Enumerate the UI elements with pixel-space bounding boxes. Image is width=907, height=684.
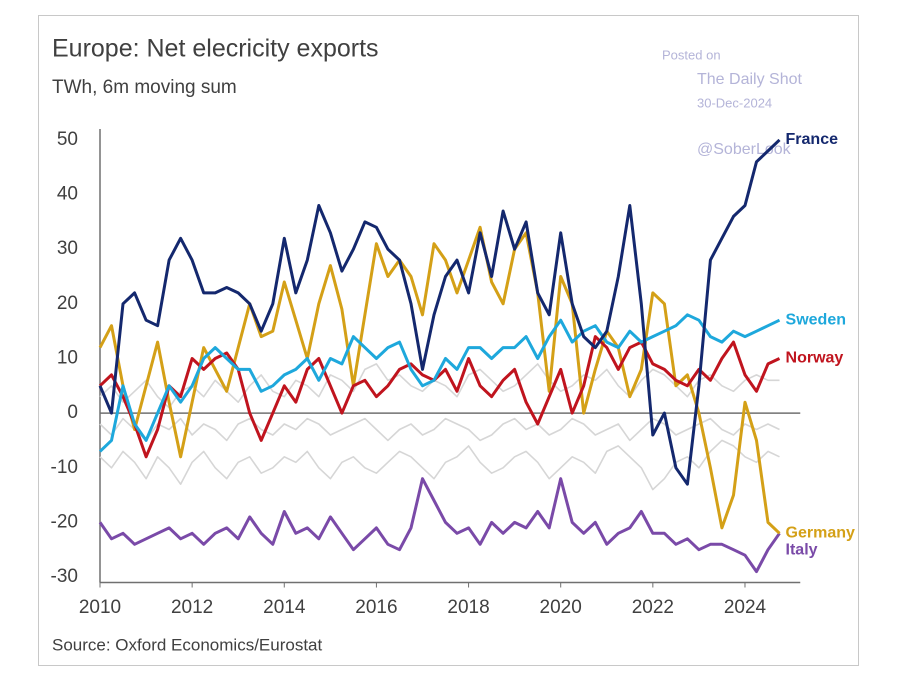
x-tick-label: 2012 xyxy=(171,597,213,618)
series-line xyxy=(98,138,781,486)
series-line xyxy=(98,335,781,459)
y-tick-label: 40 xyxy=(57,184,78,205)
watermark: Posted on xyxy=(662,47,721,62)
y-tick-label: 50 xyxy=(57,129,78,150)
watermark: @SoberLook xyxy=(697,141,792,158)
legend-label: Norway xyxy=(786,350,844,367)
watermark: The Daily Shot xyxy=(697,71,802,88)
x-tick-label: 2018 xyxy=(447,597,489,618)
legend-label: France xyxy=(786,131,839,148)
legend-label: Sweden xyxy=(786,311,846,328)
legend-label: Germany xyxy=(786,525,855,542)
y-tick-label: -20 xyxy=(51,511,78,532)
x-tick-label: 2014 xyxy=(263,597,306,618)
y-tick-label: 0 xyxy=(67,402,78,423)
watermark: 30-Dec-2024 xyxy=(697,95,772,110)
x-tick-label: 2016 xyxy=(355,597,397,618)
y-tick-label: -30 xyxy=(51,566,78,587)
series-line xyxy=(98,477,781,574)
chart-subtitle: TWh, 6m moving sum xyxy=(52,77,237,98)
series-line xyxy=(99,363,780,409)
chart-title: Europe: Net elecricity exports xyxy=(52,35,379,63)
series-line xyxy=(99,439,780,491)
y-tick-label: 10 xyxy=(57,347,78,368)
y-tick-label: -10 xyxy=(51,457,78,478)
source: Source: Oxford Economics/Eurostat xyxy=(52,635,323,654)
x-tick-label: 2020 xyxy=(540,597,582,618)
x-tick-label: 2010 xyxy=(79,597,121,618)
x-tick-label: 2022 xyxy=(632,597,674,618)
chart-frame xyxy=(38,15,859,666)
legend-label: Italy xyxy=(786,542,818,559)
y-tick-label: 20 xyxy=(57,293,78,314)
series-line xyxy=(98,313,781,453)
plot-area: -30 -20 -10 0 10 20 30 40 50 2010 2012 2014 2016 2018… xyxy=(51,129,855,618)
series-line xyxy=(98,225,781,535)
x-tick-label: 2024 xyxy=(724,597,767,618)
y-tick-label: 30 xyxy=(57,238,78,259)
